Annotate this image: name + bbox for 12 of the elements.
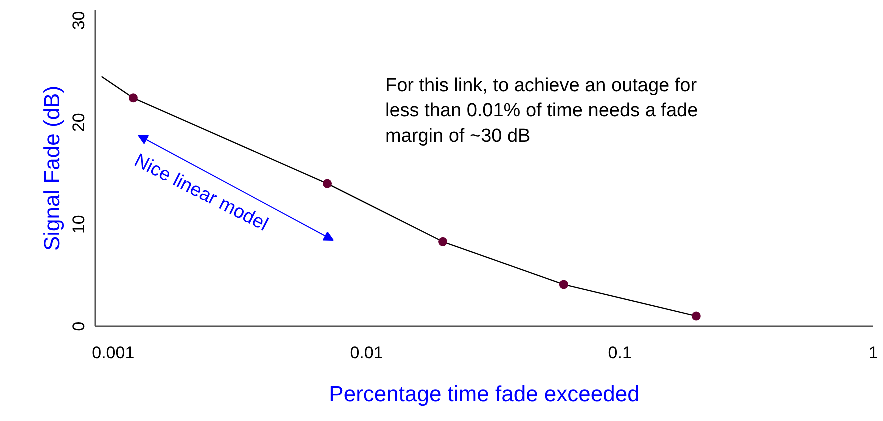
x-tick-label: 0.001	[92, 344, 135, 362]
y-tick-label: 0	[70, 322, 88, 332]
x-tick-label: 0.1	[608, 344, 632, 362]
x-axis-title: Percentage time fade exceeded	[329, 382, 640, 406]
annotation: For this link, to achieve an outage for less than 0.01% of time needs a fade margin of ~30 dB	[386, 76, 698, 147]
y-axis-title: Signal Fade (dB)	[40, 86, 64, 252]
annotation: Nice linear model	[130, 150, 272, 236]
x-tick-label: 0.01	[350, 344, 384, 362]
y-tick-label: 30	[70, 11, 88, 30]
y-tick-label: 20	[70, 113, 88, 132]
y-tick-label: 10	[70, 215, 88, 234]
x-tick-label: 1	[868, 344, 878, 362]
